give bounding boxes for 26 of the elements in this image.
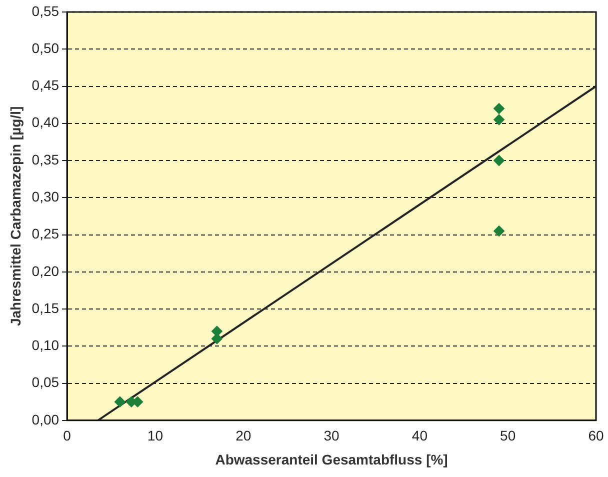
- x-tick-label: 20: [236, 428, 252, 444]
- x-tick-label: 40: [412, 428, 428, 444]
- y-tick-label: 0,35: [32, 151, 60, 168]
- y-tick-label: 0,25: [32, 226, 60, 242]
- point: [494, 155, 505, 166]
- y-tick-label: 0,45: [32, 77, 60, 94]
- y-tick-label: 0,40: [32, 114, 60, 130]
- point: [114, 396, 126, 408]
- y-tick-label: 0,55: [32, 2, 60, 19]
- x-tick-label: 30: [324, 428, 340, 444]
- y-tick-label: 0,30: [32, 188, 60, 204]
- y-tick-label: 0,15: [32, 300, 60, 316]
- y-tick-label: 0,05: [32, 374, 60, 390]
- point: [494, 114, 505, 126]
- x-tick-label: 50: [500, 428, 516, 444]
- y-axis-title: Jahresmittel Carbamazepin [µg/l]: [7, 106, 24, 326]
- x-tick-label: 10: [147, 428, 164, 444]
- point: [494, 103, 505, 114]
- y-tick-label: 0,00: [32, 411, 60, 428]
- y-tick-label: 0,50: [32, 40, 60, 56]
- x-tick-label: 0: [63, 428, 72, 444]
- x-axis-title: Abwasseranteil Gesamtabfluss [%]: [215, 451, 448, 468]
- y-tick-label: 0,10: [32, 337, 60, 354]
- y-tick-label: 0,20: [32, 262, 60, 279]
- point: [494, 226, 505, 237]
- x-tick-label: 60: [588, 428, 604, 444]
